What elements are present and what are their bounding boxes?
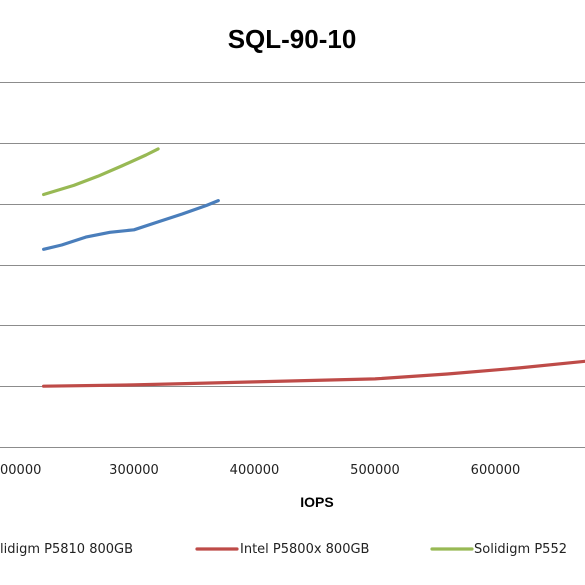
legend-label-2: Intel P5800x 800GB	[240, 542, 369, 557]
series-line-1	[42, 199, 220, 251]
x-tick-labels: 00000 300000 400000 500000 600000	[0, 463, 520, 478]
x-tick-label-1: 00000	[0, 463, 41, 478]
gridlines	[0, 82, 585, 448]
chart-title: SQL-90-10	[228, 24, 357, 54]
x-tick-label-2: 300000	[109, 463, 159, 478]
x-tick-label-5: 600000	[471, 463, 521, 478]
x-tick-label-4: 500000	[350, 463, 400, 478]
x-tick-label-3: 400000	[230, 463, 280, 478]
legend-label-3: Solidigm P552	[474, 542, 567, 557]
legend-label-1: lidigm P5810 800GB	[0, 542, 133, 557]
x-axis-label: IOPS	[300, 494, 333, 510]
legend: lidigm P5810 800GB Intel P5800x 800GB Soli…	[0, 542, 567, 557]
series-line-3	[42, 147, 160, 197]
series-lines	[42, 147, 585, 388]
series-line-2	[42, 359, 585, 388]
